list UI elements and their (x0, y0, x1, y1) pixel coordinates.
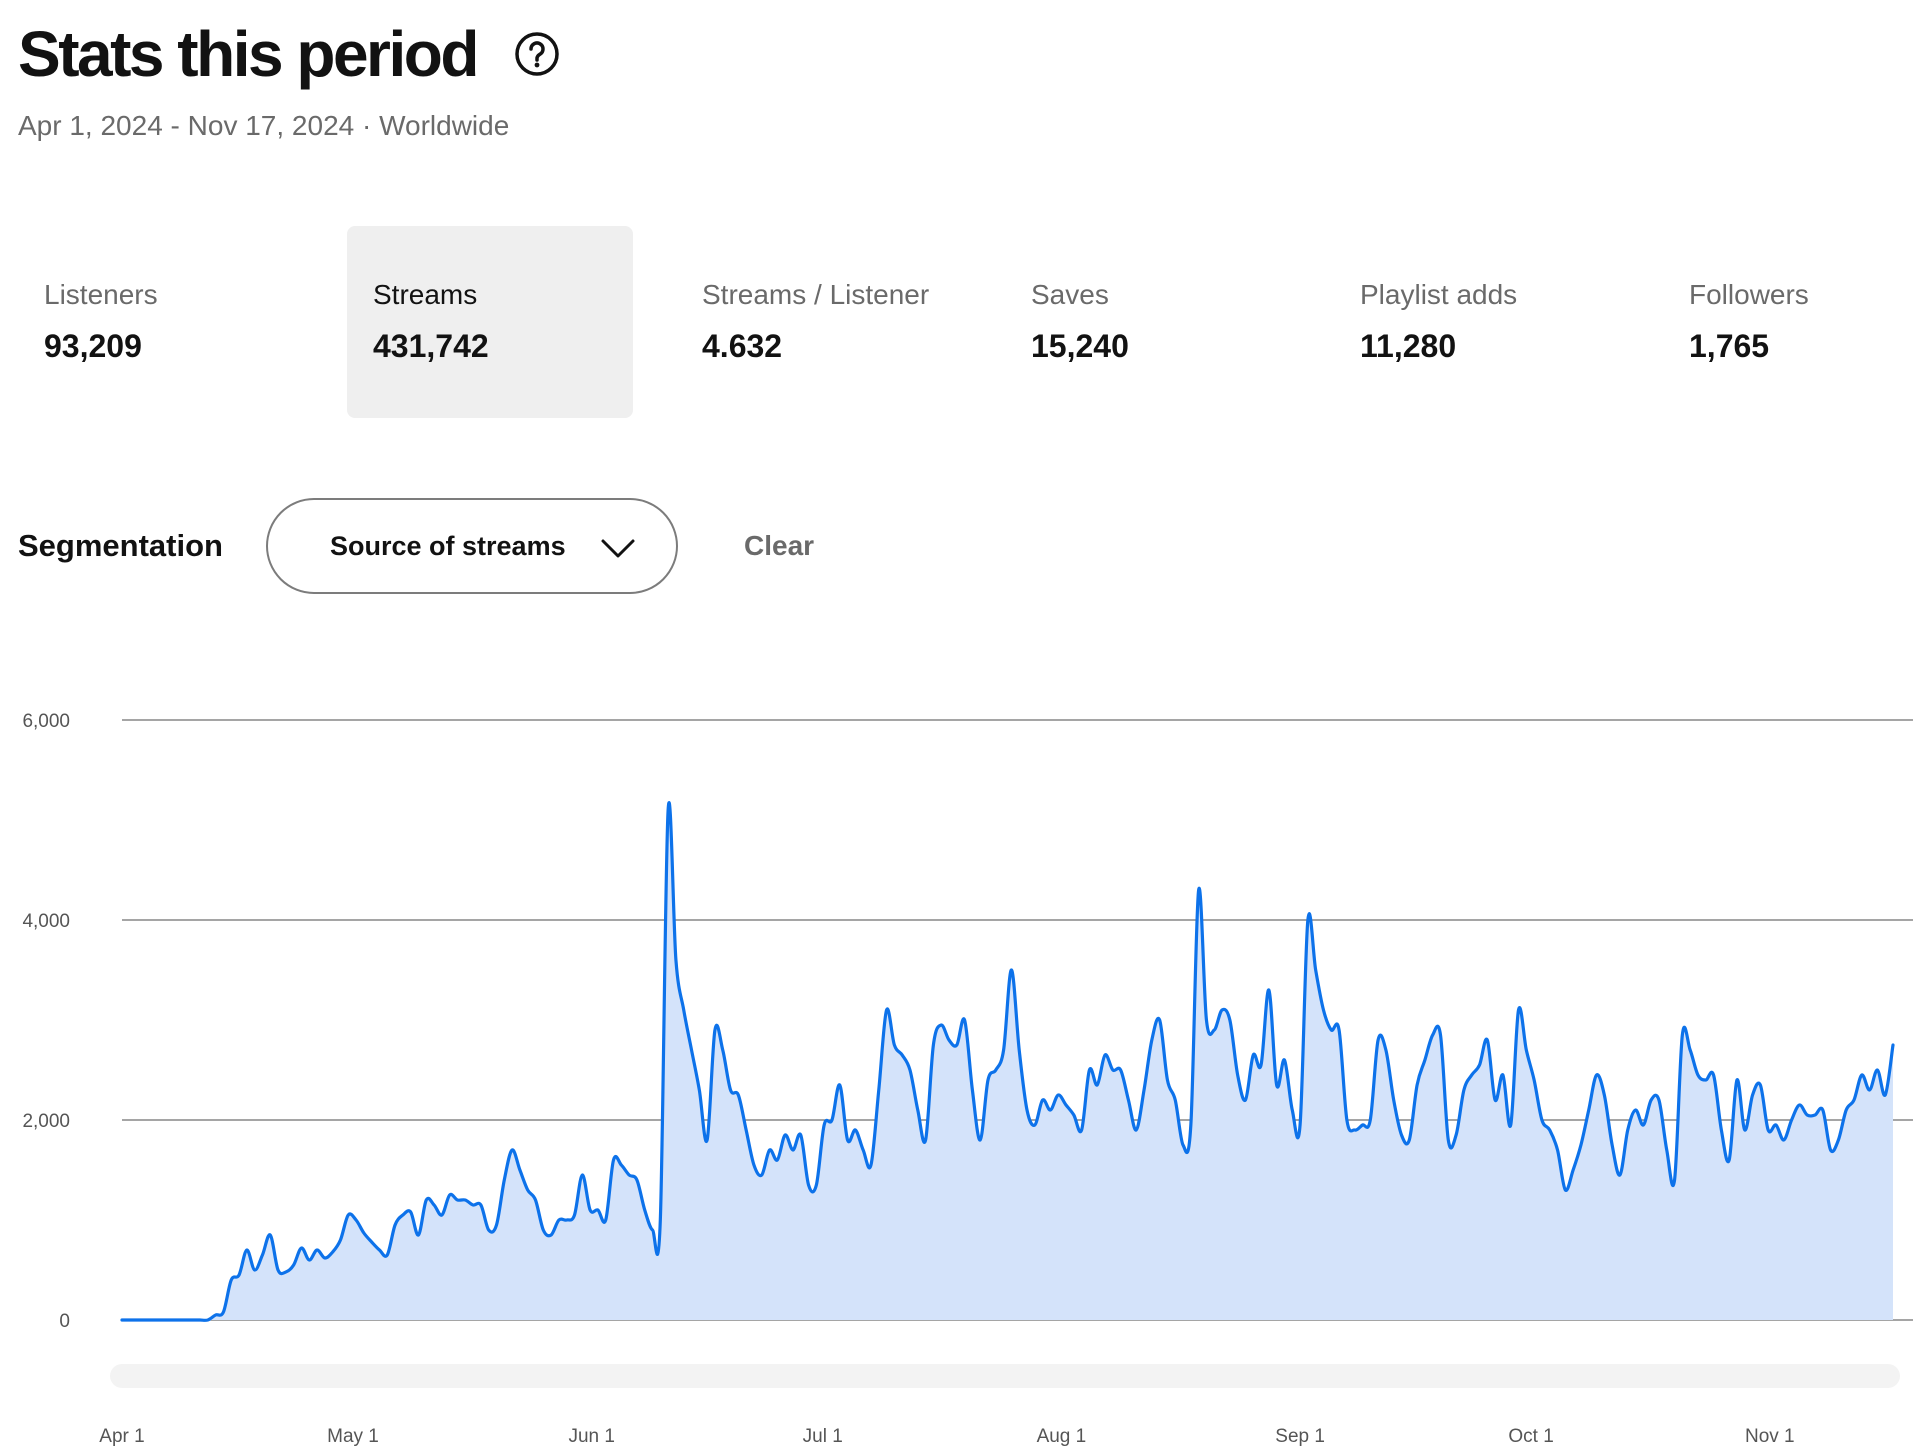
metric-value: 15,240 (1031, 328, 1129, 364)
metric-streams[interactable]: Streams 431,742 (347, 226, 633, 418)
metric-label: Listeners (44, 279, 158, 310)
metric-value: 1,765 (1689, 328, 1770, 364)
question-mark-icon[interactable] (513, 30, 561, 78)
x-tick-label: Jun 1 (568, 1426, 614, 1447)
metric-label: Streams (373, 279, 478, 310)
x-tick-label: Apr 1 (99, 1426, 144, 1447)
metric-followers[interactable]: Followers 1,765 (1663, 226, 1932, 418)
x-tick-label: Nov 1 (1745, 1426, 1795, 1447)
x-tick-label: Aug 1 (1037, 1426, 1087, 1447)
metric-value: 4.632 (702, 328, 783, 364)
metric-value: 431,742 (373, 328, 489, 364)
streams-chart: 0 2,000 4,000 6,000 Apr 1 May 1 Jun 1 Jul 1 Aug … (0, 690, 1932, 1456)
y-tick-label: 0 (59, 1311, 70, 1332)
streams-series-line (120, 801, 1895, 1322)
metric-value: 93,209 (44, 328, 142, 364)
segmentation-dropdown-value: Source of streams (330, 530, 566, 561)
metric-label: Streams / Listener (702, 279, 930, 310)
streams-area-fill (122, 802, 1893, 1321)
metric-label: Saves (1031, 279, 1109, 310)
metric-saves[interactable]: Saves 15,240 (1005, 226, 1291, 418)
x-tick-label: Oct 1 (1508, 1426, 1553, 1447)
segmentation-label: Segmentation (18, 528, 223, 563)
chart-scrollbar[interactable] (110, 1364, 1900, 1388)
streams-area-chart: 0 2,000 4,000 6,000 Apr 1 May 1 Jun 1 Jul 1 Aug … (22, 711, 1913, 1447)
segmentation-row: Segmentation Source of streams Clear (18, 498, 1218, 594)
title-row: Stats this period (18, 16, 561, 92)
segmentation-dropdown[interactable]: Source of streams (266, 498, 678, 594)
clear-button[interactable]: Clear (744, 530, 815, 561)
metric-label: Playlist adds (1360, 279, 1518, 310)
metric-value: 11,280 (1360, 328, 1457, 364)
metric-playlist-adds[interactable]: Playlist adds 11,280 (1334, 226, 1620, 418)
x-tick-label: Jul 1 (803, 1426, 843, 1447)
x-tick-label: Sep 1 (1275, 1426, 1325, 1447)
y-tick-label: 6,000 (22, 711, 70, 732)
metric-streams-per-listener[interactable]: Streams / Listener 4.632 (676, 226, 962, 418)
y-tick-label: 4,000 (22, 911, 70, 932)
x-tick-label: May 1 (327, 1426, 379, 1447)
metric-listeners[interactable]: Listeners 93,209 (18, 226, 304, 418)
chevron-down-icon (600, 532, 636, 564)
metric-label: Followers (1689, 279, 1809, 310)
metrics-row: Listeners 93,209 Streams 431,742 Streams… (18, 226, 1918, 418)
y-tick-label: 2,000 (22, 1111, 70, 1132)
date-range-subtitle: Apr 1, 2024 - Nov 17, 2024 · Worldwide (18, 110, 510, 141)
page-title: Stats this period (18, 18, 479, 90)
